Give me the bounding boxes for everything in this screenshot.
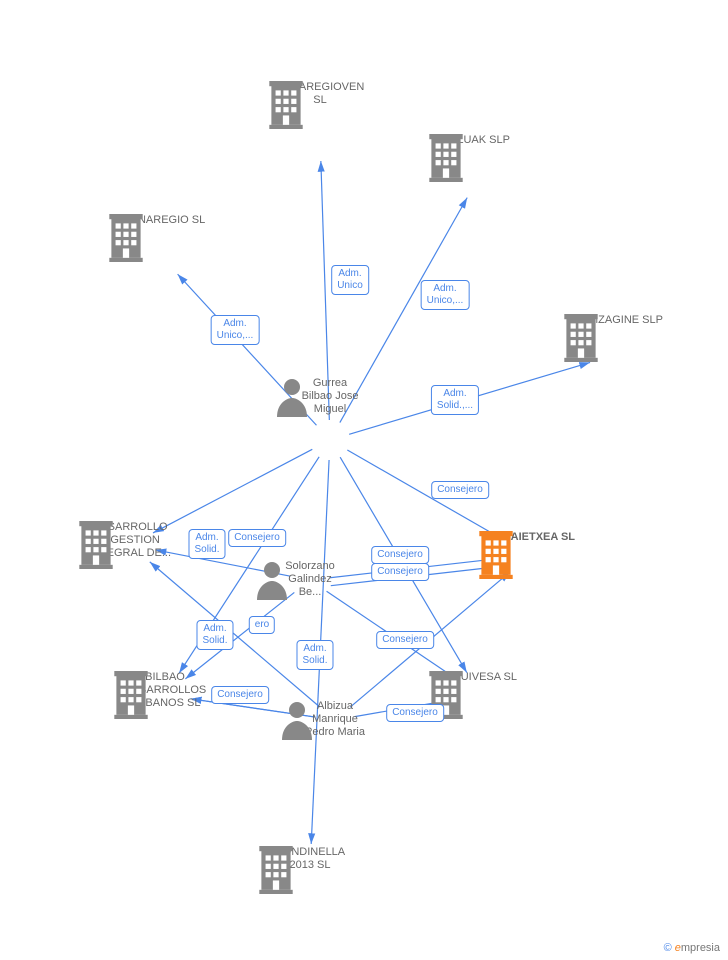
company-node-bizkaietxea[interactable]: BIZKAIETXEA SL: [475, 531, 585, 544]
edge-label: Adm. Solid.: [188, 529, 225, 559]
copyright-symbol: ©: [664, 942, 672, 954]
edge-label: Adm. Unico: [331, 265, 369, 295]
company-node-bilbaodev[interactable]: BILBAO DESARROLLOS URBANOS SL: [110, 671, 220, 710]
edge-label: Consejero: [371, 563, 429, 581]
person-node-gurrea[interactable]: Gurrea Bilbao Jose Miguel: [275, 377, 385, 416]
edge-label: Adm. Unico,...: [211, 315, 260, 345]
edge-label: Consejero: [376, 631, 434, 649]
edge-label: Consejero: [211, 686, 269, 704]
edge-label: Adm. Solid.,...: [431, 385, 479, 415]
edge-label: Adm. Solid.: [296, 640, 333, 670]
copyright-brand-rest: mpresia: [681, 942, 720, 954]
edge-label: Consejero: [371, 546, 429, 564]
company-node-liquivesa[interactable]: LIQUIVESA SL: [425, 671, 535, 684]
edge-label: Adm. Solid.: [196, 620, 233, 650]
edge-label: Consejero: [431, 481, 489, 499]
company-node-desarrollo[interactable]: DESARROLLO Y GESTION INTEGRAL DE...: [75, 521, 185, 560]
company-node-rondinella[interactable]: RONDINELLA 2013 SL: [255, 846, 365, 872]
edge-label: Consejero: [386, 704, 444, 722]
edge-label: ero: [249, 616, 275, 634]
edges-layer: [0, 0, 728, 960]
company-node-glamzagine[interactable]: GLAMZAGINE SLP: [560, 314, 670, 327]
company-node-cannaregio[interactable]: CANNAREGIO SL: [105, 214, 215, 227]
copyright: © empresia: [664, 942, 720, 954]
person-node-albizua[interactable]: Albizua Manrique Pedro Maria: [280, 700, 390, 739]
edge-label: Consejero: [228, 529, 286, 547]
edge-label: Adm. Unico,...: [421, 280, 470, 310]
company-node-aluak[interactable]: ALUAK SLP: [425, 134, 535, 147]
company-node-canaregioven[interactable]: CANAREGIOVEN SL: [265, 81, 375, 107]
person-node-solorzano[interactable]: Solorzano Galindez Be...: [255, 560, 365, 599]
